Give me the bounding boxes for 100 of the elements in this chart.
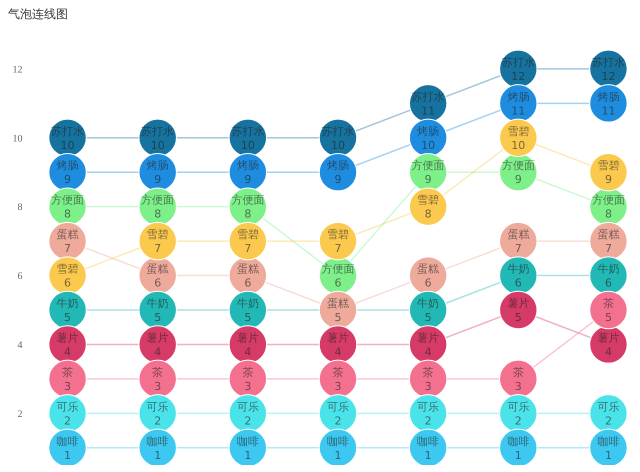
data-label: 8 <box>64 208 72 221</box>
text: 咖啡 <box>507 434 530 448</box>
data-label: 10 <box>421 138 436 152</box>
data-label: 6 <box>334 276 342 290</box>
y-tick-label: 6 <box>18 271 22 282</box>
series-label: 方便面 <box>51 194 84 207</box>
text: 蛋糕 <box>56 228 79 242</box>
series-label: 雪碧 <box>146 228 169 242</box>
series-label: 烤肠 <box>56 159 79 172</box>
text: 烤肠 <box>146 159 169 172</box>
text: 薯片 <box>597 331 620 344</box>
data-label: 3 <box>244 380 252 393</box>
text: 可乐 <box>146 400 169 414</box>
data-label: 9 <box>244 173 252 186</box>
text: 苏打水 <box>412 90 445 104</box>
text: 咖啡 <box>236 434 259 448</box>
data-label: 10 <box>240 138 255 152</box>
data-label: 10 <box>511 138 526 152</box>
text: 薯片 <box>236 331 259 344</box>
data-label: 5 <box>424 311 432 324</box>
data-label: 2 <box>424 414 432 428</box>
text: 苏打水 <box>231 124 264 138</box>
y-tick-label: 4 <box>18 340 22 351</box>
data-label: 5 <box>154 311 162 324</box>
series-label: 咖啡 <box>56 434 79 448</box>
data-label: 8 <box>154 208 162 221</box>
text: 牛奶 <box>597 262 620 276</box>
data-label: 6 <box>514 276 522 290</box>
text: 可乐 <box>597 400 620 414</box>
data-label: 8 <box>244 208 252 221</box>
data-label: 2 <box>64 414 72 428</box>
data-label: 10 <box>331 138 345 152</box>
series-label: 蛋糕 <box>146 262 169 276</box>
text: 薯片 <box>146 331 169 344</box>
text: 茶 <box>422 366 434 379</box>
data-label: 9 <box>334 173 342 186</box>
text: 咖啡 <box>327 434 349 448</box>
text: 烤肠 <box>327 159 349 172</box>
data-label: 9 <box>424 173 432 186</box>
text: 可乐 <box>327 400 349 414</box>
data-label: 8 <box>604 208 612 221</box>
data-label: 2 <box>604 414 612 428</box>
text: 气泡连线图 <box>8 7 68 21</box>
text: 茶 <box>332 366 344 379</box>
text: 雪碧 <box>56 262 79 276</box>
data-label: 4 <box>154 345 162 358</box>
text: 雪碧 <box>597 159 620 172</box>
data-label: 12 <box>511 70 526 83</box>
text: 蛋糕 <box>507 228 530 242</box>
data-label: 4 <box>244 345 252 358</box>
data-label: 3 <box>514 380 522 393</box>
text: 雪碧 <box>417 194 440 207</box>
data-label: 12 <box>601 70 616 83</box>
text: 蛋糕 <box>597 228 620 242</box>
series-label: 牛奶 <box>56 297 79 310</box>
data-label: 4 <box>334 345 342 358</box>
text: 咖啡 <box>417 434 440 448</box>
data-label: 4 <box>424 345 432 358</box>
text: 牛奶 <box>507 262 530 276</box>
text: 苏打水 <box>502 56 535 69</box>
text: 可乐 <box>507 400 530 414</box>
data-label: 11 <box>421 104 436 118</box>
text: 烤肠 <box>417 124 440 138</box>
data-label: 5 <box>604 311 612 324</box>
data-label: 8 <box>424 208 432 221</box>
data-label: 1 <box>244 448 252 462</box>
series-label: 可乐 <box>56 400 79 414</box>
data-label: 10 <box>60 138 75 152</box>
data-label: 7 <box>514 242 522 256</box>
data-label: 5 <box>64 311 72 324</box>
data-label: 5 <box>514 311 522 324</box>
text: 牛奶 <box>146 297 169 310</box>
data-label: 6 <box>64 276 72 290</box>
text: 蛋糕 <box>417 262 440 276</box>
data-label: 3 <box>334 380 342 393</box>
text: 茶 <box>602 297 614 310</box>
y-tick-label: 8 <box>18 202 22 214</box>
text: 可乐 <box>236 400 259 414</box>
text: 薯片 <box>507 297 530 310</box>
text: 薯片 <box>417 331 440 344</box>
text: 茶 <box>512 366 524 379</box>
data-label: 11 <box>511 104 526 118</box>
data-label: 2 <box>154 414 162 428</box>
text: 雪碧 <box>327 228 349 242</box>
text: 烤肠 <box>236 159 259 172</box>
data-label: 4 <box>64 345 72 358</box>
y-tick-label: 2 <box>18 408 22 420</box>
data-label: 3 <box>64 380 72 393</box>
data-label: 1 <box>514 448 522 462</box>
data-label: 2 <box>244 414 252 428</box>
data-label: 9 <box>604 173 612 186</box>
text: 苏打水 <box>592 56 625 69</box>
data-label: 3 <box>154 380 162 393</box>
text: 烤肠 <box>597 90 620 104</box>
data-label: 1 <box>334 448 342 462</box>
text: 方便面 <box>502 159 535 172</box>
data-label: 6 <box>424 276 432 290</box>
text: 茶 <box>242 366 254 379</box>
text: 可乐 <box>417 400 440 414</box>
data-label: 1 <box>604 448 612 462</box>
